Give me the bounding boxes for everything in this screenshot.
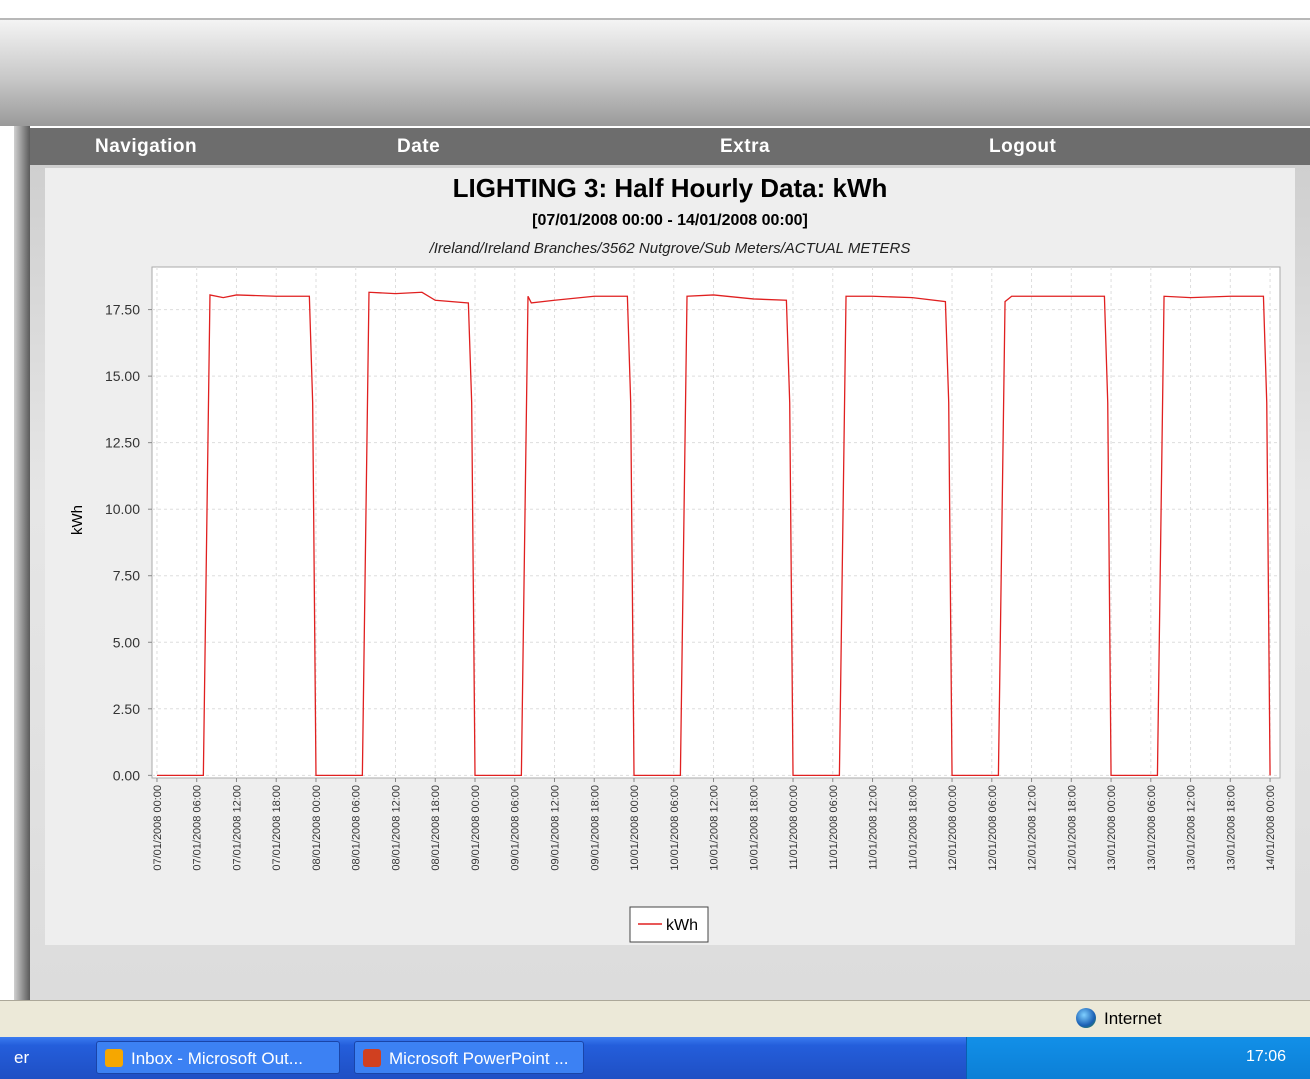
- x-tick-label: 07/01/2008 18:00: [271, 785, 283, 871]
- chart-title: LIGHTING 3: Half Hourly Data: kWh: [453, 173, 888, 203]
- task-button[interactable]: Microsoft PowerPoint ...: [354, 1041, 584, 1074]
- x-tick-label: 10/01/2008 00:00: [629, 785, 641, 871]
- x-tick-label: 11/01/2008 00:00: [788, 785, 800, 870]
- x-tick-label: 09/01/2008 06:00: [510, 785, 522, 871]
- zone-label: Internet: [1104, 1009, 1162, 1028]
- x-tick-label: 08/01/2008 06:00: [351, 785, 363, 871]
- x-tick-label: 14/01/2008 00:00: [1265, 785, 1277, 871]
- x-tick-label: 10/01/2008 06:00: [669, 785, 681, 871]
- x-tick-label: 07/01/2008 00:00: [152, 785, 164, 871]
- start-fragment[interactable]: er: [14, 1048, 30, 1067]
- zone-icon: [1076, 1008, 1096, 1028]
- x-tick-label: 13/01/2008 12:00: [1186, 785, 1198, 871]
- x-tick-label: 07/01/2008 06:00: [192, 785, 204, 871]
- y-tick-label: 2.50: [113, 701, 140, 717]
- left-edge: [0, 126, 14, 1000]
- x-tick-label: 11/01/2008 18:00: [907, 785, 919, 870]
- system-tray: [966, 1037, 1310, 1079]
- x-tick-label: 11/01/2008 06:00: [828, 785, 840, 870]
- x-tick-label: 11/01/2008 12:00: [868, 785, 880, 870]
- menu-bar: Navigation Date Extra Logout: [30, 128, 1310, 165]
- x-tick-label: 09/01/2008 12:00: [550, 785, 562, 871]
- task-label: Inbox - Microsoft Out...: [131, 1049, 303, 1068]
- y-tick-label: 10.00: [105, 501, 140, 517]
- left-frame: [14, 126, 30, 1000]
- x-tick-label: 08/01/2008 18:00: [430, 785, 442, 871]
- x-tick-label: 12/01/2008 06:00: [987, 785, 999, 871]
- x-tick-label: 13/01/2008 18:00: [1225, 785, 1237, 871]
- y-axis-label: kWh: [69, 505, 86, 535]
- x-tick-label: 13/01/2008 00:00: [1106, 785, 1118, 871]
- menu-item[interactable]: Logout: [989, 135, 1057, 157]
- menu-item[interactable]: Date: [397, 135, 441, 157]
- y-tick-label: 17.50: [105, 302, 140, 318]
- chart-annotation: /Ireland/Ireland Branches/3562 Nutgrove/…: [429, 240, 911, 257]
- y-tick-label: 5.00: [113, 634, 140, 650]
- x-tick-label: 10/01/2008 18:00: [748, 785, 760, 871]
- task-button[interactable]: Inbox - Microsoft Out...: [96, 1041, 340, 1074]
- x-tick-label: 12/01/2008 12:00: [1027, 785, 1039, 871]
- task-label: Microsoft PowerPoint ...: [389, 1049, 569, 1068]
- task-icon: [363, 1049, 381, 1067]
- x-tick-label: 08/01/2008 12:00: [390, 785, 402, 871]
- x-tick-label: 12/01/2008 18:00: [1066, 785, 1078, 871]
- x-tick-label: 12/01/2008 00:00: [947, 785, 959, 871]
- task-icon: [105, 1049, 123, 1067]
- address-strip: [0, 0, 1310, 20]
- chart-subtitle: [07/01/2008 00:00 - 14/01/2008 00:00]: [532, 212, 808, 229]
- x-tick-label: 13/01/2008 06:00: [1146, 785, 1158, 871]
- x-tick-label: 09/01/2008 18:00: [589, 785, 601, 871]
- x-tick-label: 08/01/2008 00:00: [311, 785, 323, 871]
- data-line: [156, 291, 1271, 776]
- y-tick-label: 15.00: [105, 368, 140, 384]
- header-band: [0, 20, 1310, 126]
- plot-area: [151, 266, 1281, 779]
- y-tick-label: 12.50: [105, 435, 140, 451]
- legend-label: kWh: [666, 917, 698, 934]
- x-tick-label: 07/01/2008 12:00: [231, 785, 243, 871]
- y-tick-label: 0.00: [113, 767, 140, 783]
- y-tick-label: 7.50: [113, 568, 140, 584]
- menu-item[interactable]: Extra: [720, 135, 771, 157]
- x-tick-label: 09/01/2008 00:00: [470, 785, 482, 871]
- clock: 17:06: [1246, 1048, 1287, 1065]
- x-tick-label: 10/01/2008 12:00: [709, 785, 721, 871]
- menu-item[interactable]: Navigation: [95, 135, 198, 157]
- chart: LIGHTING 3: Half Hourly Data: kWh [07/01…: [45, 168, 1295, 945]
